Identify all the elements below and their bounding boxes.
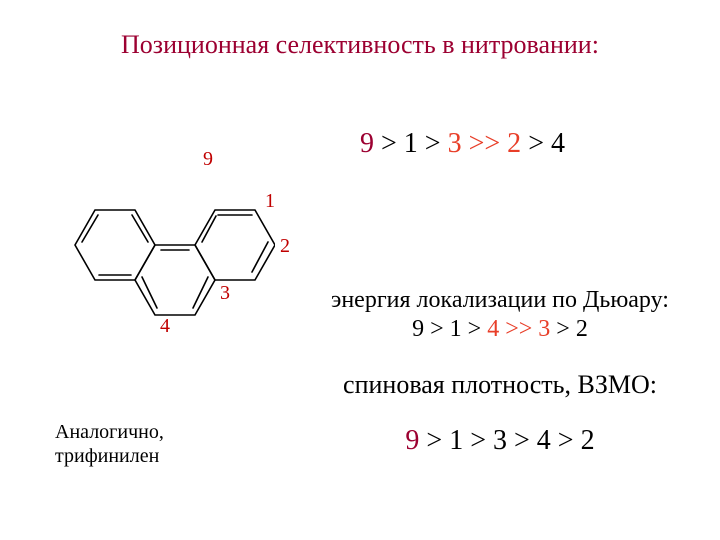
label-3: 3 [220, 282, 230, 305]
label-9: 9 [203, 148, 213, 171]
label-1: 1 [265, 190, 275, 213]
sel-p2: 3 >> 2 [448, 128, 522, 159]
note-line1: Аналогично, [55, 421, 164, 443]
sel-p1: > 1 > [374, 128, 448, 159]
page-title: Позиционная селективность в нитровании: [0, 30, 720, 60]
sel-p0: 9 [360, 128, 374, 159]
phenanthrene-structure: 9 1 2 3 4 [55, 150, 275, 350]
label-2: 2 [280, 235, 290, 258]
spin-order: 9 > 1 > 3 > 4 > 2 [290, 425, 710, 457]
label-4: 4 [160, 315, 170, 338]
spin-p0: 9 [405, 425, 419, 456]
dewar-label: энергия локализации по Дьюару: [290, 285, 710, 315]
dewar-order: 9 > 1 > 4 >> 3 > 2 [290, 316, 710, 343]
note-line2: трифинилен [55, 445, 159, 467]
sel-p3: > 4 [521, 128, 565, 159]
analogous-note: Аналогично, трифинилен [55, 420, 164, 468]
dewar-p0: 9 > 1 > [412, 316, 487, 342]
dewar-p1: 4 >> 3 [487, 316, 550, 342]
spin-p1: > 1 > 3 > 4 > 2 [419, 425, 594, 456]
dewar-p2: > 2 [550, 316, 588, 342]
spin-label: спиновая плотность, ВЗМО: [290, 370, 710, 400]
selectivity-order: 9 > 1 > 3 >> 2 > 4 [360, 128, 565, 160]
